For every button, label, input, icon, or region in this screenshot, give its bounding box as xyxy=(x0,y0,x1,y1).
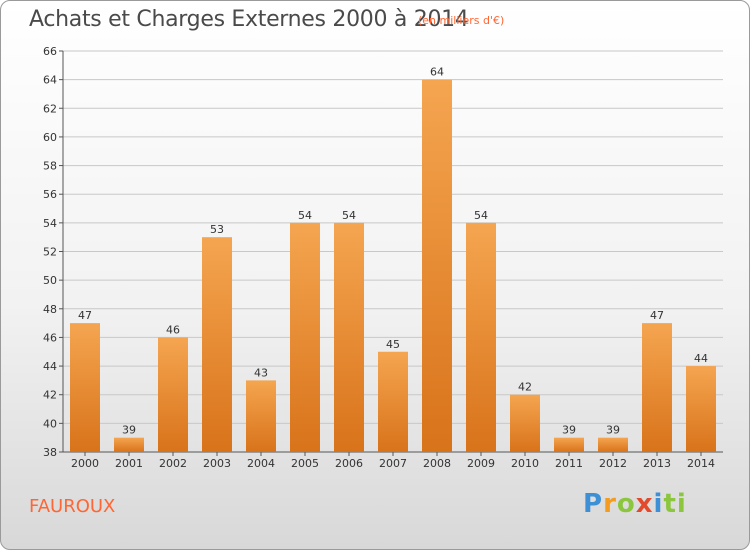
y-tick-label: 58 xyxy=(43,160,57,173)
x-tick-label: 2010 xyxy=(511,457,539,470)
bar xyxy=(334,222,364,452)
bar-value-label: 46 xyxy=(166,323,180,336)
bar-value-label: 53 xyxy=(210,223,224,236)
bar xyxy=(466,222,496,452)
bar xyxy=(554,437,584,452)
x-tick-label: 2006 xyxy=(335,457,363,470)
bar-value-label: 44 xyxy=(694,352,708,365)
y-tick-label: 62 xyxy=(43,102,57,115)
y-tick-label: 44 xyxy=(43,360,57,373)
labels: 38 40 42 44 46 48 50 52 54 56 58 60 62 64 66 47 2000 39 20… xyxy=(43,45,715,470)
x-tick-label: 2012 xyxy=(599,457,627,470)
bar-value-label: 54 xyxy=(474,209,488,222)
x-tick-label: 2002 xyxy=(159,457,187,470)
x-tick-label: 2005 xyxy=(291,457,319,470)
bar-value-label: 42 xyxy=(518,381,532,394)
x-tick-label: 2004 xyxy=(247,457,275,470)
bar-value-label: 39 xyxy=(606,424,620,437)
bar xyxy=(686,366,716,452)
bar-value-label: 54 xyxy=(298,209,312,222)
bar-value-label: 47 xyxy=(78,309,92,322)
bar-value-label: 43 xyxy=(254,366,268,379)
bar-value-label: 54 xyxy=(342,209,356,222)
bar xyxy=(70,323,100,452)
bar xyxy=(598,437,628,452)
x-tick-label: 2008 xyxy=(423,457,451,470)
bar-value-label: 45 xyxy=(386,338,400,351)
y-tick-label: 42 xyxy=(43,389,57,402)
y-tick-label: 52 xyxy=(43,246,57,259)
y-tick-label: 50 xyxy=(43,274,57,287)
y-tick-label: 56 xyxy=(43,188,57,201)
x-tick-label: 2014 xyxy=(687,457,715,470)
x-tick-label: 2013 xyxy=(643,457,671,470)
proxiti-logo[interactable]: Proxiti xyxy=(583,489,687,519)
chart-title: Achats et Charges Externes 2000 à 2014 xyxy=(29,7,469,32)
bar xyxy=(290,222,320,452)
y-tick-label: 66 xyxy=(43,45,57,58)
bar xyxy=(202,237,232,452)
bar xyxy=(158,337,188,452)
bar xyxy=(246,380,276,452)
commune-name: FAUROUX xyxy=(29,496,116,517)
bar-value-label: 39 xyxy=(562,424,576,437)
bar xyxy=(378,351,408,452)
x-tick-label: 2007 xyxy=(379,457,407,470)
bar-value-label: 64 xyxy=(430,66,444,79)
y-tick-label: 54 xyxy=(43,217,57,230)
x-tick-label: 2009 xyxy=(467,457,495,470)
bar-value-label: 39 xyxy=(122,424,136,437)
x-tick-label: 2011 xyxy=(555,457,583,470)
bars xyxy=(70,79,716,453)
y-tick-label: 48 xyxy=(43,303,57,316)
x-tick-label: 2000 xyxy=(71,457,99,470)
y-tick-label: 64 xyxy=(43,74,57,87)
bar xyxy=(422,79,452,453)
chart-unit-note: (en milliers d'€) xyxy=(418,14,505,27)
x-tick-label: 2003 xyxy=(203,457,231,470)
bar xyxy=(510,394,540,452)
y-tick-label: 60 xyxy=(43,131,57,144)
bar xyxy=(114,437,144,452)
y-tick-label: 38 xyxy=(43,446,57,459)
y-tick-label: 40 xyxy=(43,417,57,430)
bar-value-label: 47 xyxy=(650,309,664,322)
x-tick-label: 2001 xyxy=(115,457,143,470)
bar xyxy=(642,323,672,452)
y-tick-label: 46 xyxy=(43,331,57,344)
